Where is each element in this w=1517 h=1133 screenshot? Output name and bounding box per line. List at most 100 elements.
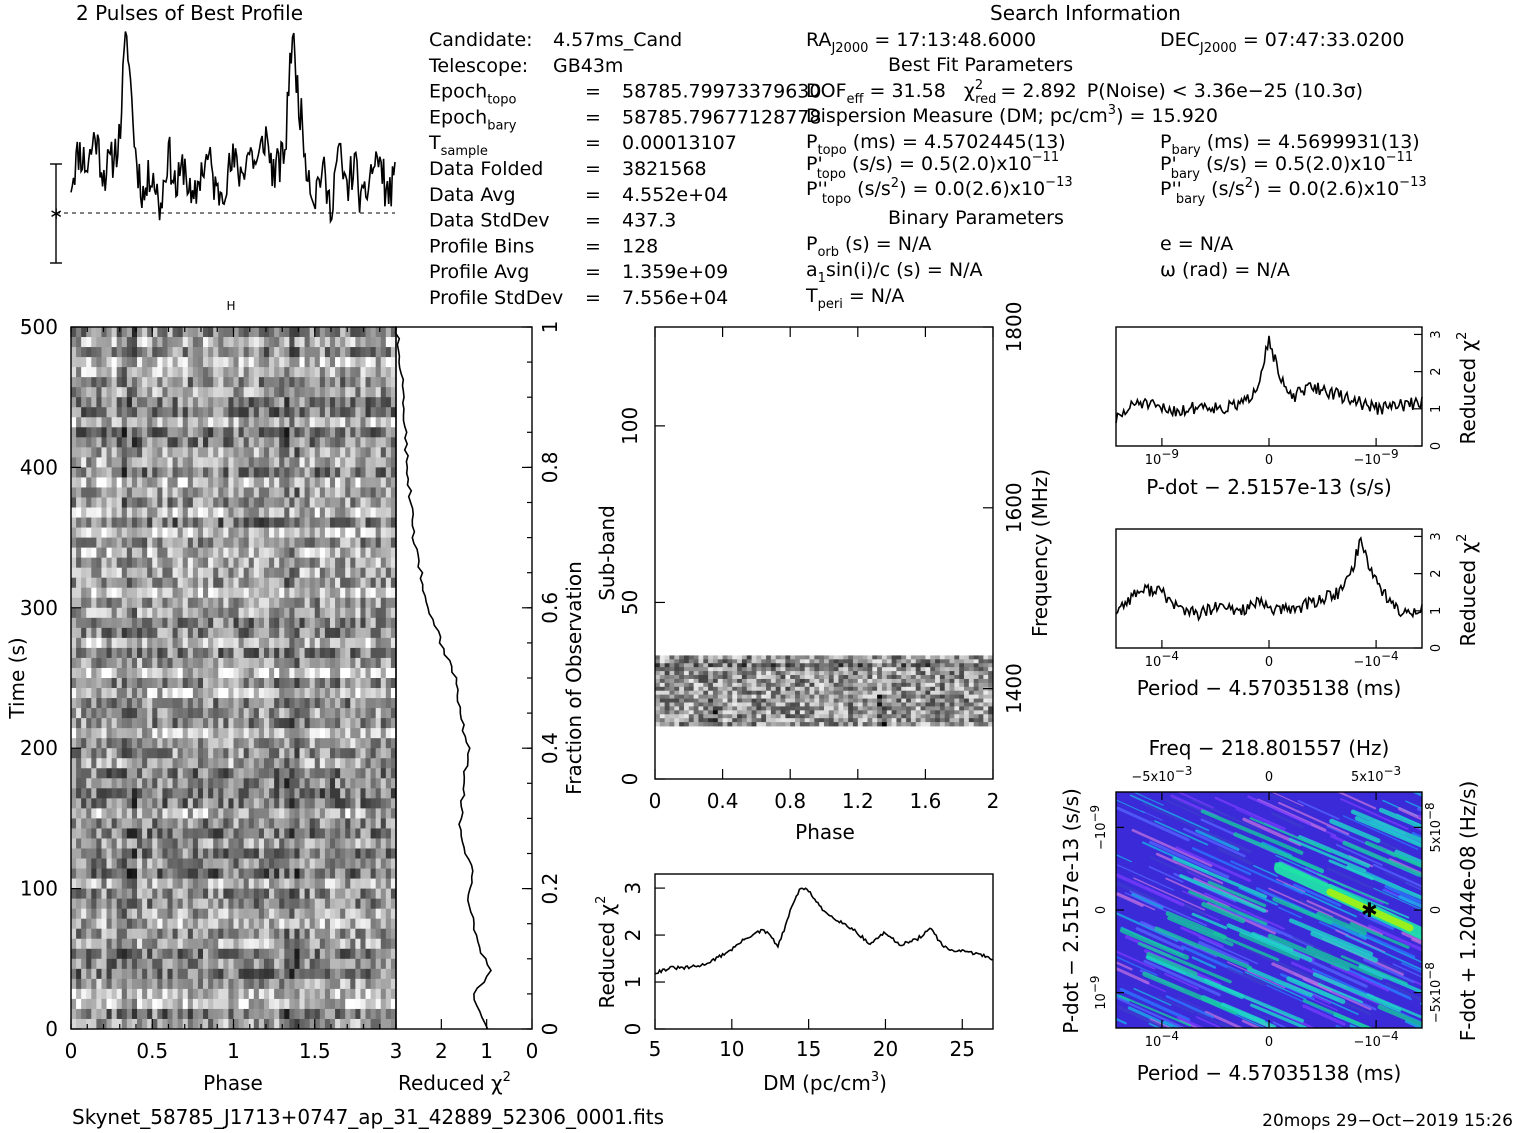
heat-cell	[223, 878, 229, 889]
heat-cell	[213, 397, 219, 408]
heat-cell	[345, 447, 351, 458]
heat-cell	[96, 617, 102, 629]
heat-cell	[197, 547, 204, 559]
heat-cell	[365, 1018, 372, 1030]
heat-cell	[279, 708, 285, 719]
heat-cell	[81, 708, 87, 719]
heat-cell	[258, 698, 265, 709]
heat-cell	[294, 908, 300, 920]
heat-cell	[365, 778, 372, 789]
heat-cell	[284, 487, 290, 498]
heat-cell	[746, 671, 752, 676]
heat-cell	[973, 667, 979, 672]
heat-cell	[218, 868, 224, 879]
heat-cell	[340, 537, 346, 549]
heat-cell	[233, 768, 239, 779]
heat-cell	[106, 527, 113, 538]
heat-cell	[284, 888, 290, 900]
heat-cell	[228, 367, 234, 378]
heat-cell	[228, 467, 234, 478]
heat-cell	[182, 748, 189, 759]
heat-cell	[340, 738, 346, 749]
heat-cell	[96, 577, 102, 589]
heat-cell	[248, 838, 255, 849]
heat-cell	[91, 507, 97, 518]
heat-cell	[340, 467, 346, 478]
heat-cell	[142, 758, 148, 769]
heat-cell	[116, 467, 123, 478]
heat-cell	[167, 567, 173, 579]
heat-cell	[142, 327, 148, 338]
heat-cell	[319, 788, 326, 799]
heat-cell	[228, 447, 234, 458]
heat-cell	[360, 1008, 366, 1020]
heat-cell	[213, 918, 219, 930]
heat-cell	[698, 671, 704, 676]
heat-cell	[111, 808, 118, 819]
heat-cell	[263, 698, 270, 709]
heat-cell	[228, 357, 234, 368]
heat-cell	[385, 407, 392, 418]
heat-cell	[167, 537, 173, 549]
heat-cell	[116, 758, 123, 769]
heat-cell	[223, 487, 229, 498]
heat-cell	[304, 617, 311, 629]
heat-cell	[147, 467, 153, 478]
heat-cell	[228, 808, 234, 819]
heat-cell	[172, 738, 179, 749]
heat-cell	[147, 447, 153, 458]
heat-cell	[248, 327, 255, 338]
heat-cell	[279, 387, 285, 398]
heat-cell	[162, 407, 168, 418]
heat-cell	[253, 587, 260, 599]
heat-cell	[71, 617, 77, 629]
heat-cell	[187, 728, 194, 739]
heat-cell	[101, 327, 107, 338]
heat-cell	[284, 958, 290, 970]
heat-cell	[365, 577, 372, 589]
heat-cell	[340, 938, 346, 950]
heat-cell	[187, 637, 194, 649]
heat-cell	[335, 657, 341, 669]
heat-cell	[213, 587, 219, 599]
heat-cell	[243, 397, 250, 408]
heat-cell	[147, 958, 153, 970]
heat-cell	[304, 778, 311, 789]
heat-cell	[71, 557, 77, 569]
heat-cell	[299, 627, 305, 639]
time-phase-heatmap	[71, 327, 397, 1030]
heat-cell	[385, 738, 392, 749]
heat-cell	[309, 928, 316, 940]
heat-cell	[279, 557, 285, 569]
heat-cell	[319, 657, 326, 669]
heat-cell	[284, 968, 290, 980]
heat-cell	[91, 387, 97, 398]
heat-cell	[172, 537, 179, 549]
heat-cell	[96, 457, 102, 468]
heat-cell	[390, 457, 397, 468]
heat-cell	[218, 517, 224, 528]
heat-cell	[309, 1018, 316, 1030]
heat-cell	[263, 467, 270, 478]
info-equals: =	[585, 106, 601, 128]
heat-cell	[370, 487, 377, 498]
time-chi2-xlabel: Reduced χ2	[398, 1070, 511, 1095]
heat-cell	[350, 387, 356, 398]
heat-cell	[152, 688, 158, 699]
heat-cell	[162, 808, 168, 819]
heat-cell	[228, 647, 234, 659]
heat-cell	[218, 357, 224, 368]
heat-cell	[345, 437, 351, 448]
heat-cell	[294, 447, 300, 458]
heat-cell	[253, 377, 260, 388]
heat-cell	[126, 708, 133, 719]
heat-cell	[345, 657, 351, 669]
heat-cell	[329, 367, 336, 378]
heat-cell	[299, 678, 305, 689]
pddot-bary-line: P''bary (s/s2) = 0.0(2.6)x10−13	[1160, 175, 1427, 207]
search-title: Search Information	[990, 1, 1181, 25]
heat-cell	[96, 918, 102, 930]
heat-cell	[370, 597, 377, 609]
tperi-line: Tperi = N/A	[805, 285, 904, 312]
heat-cell	[319, 798, 326, 809]
